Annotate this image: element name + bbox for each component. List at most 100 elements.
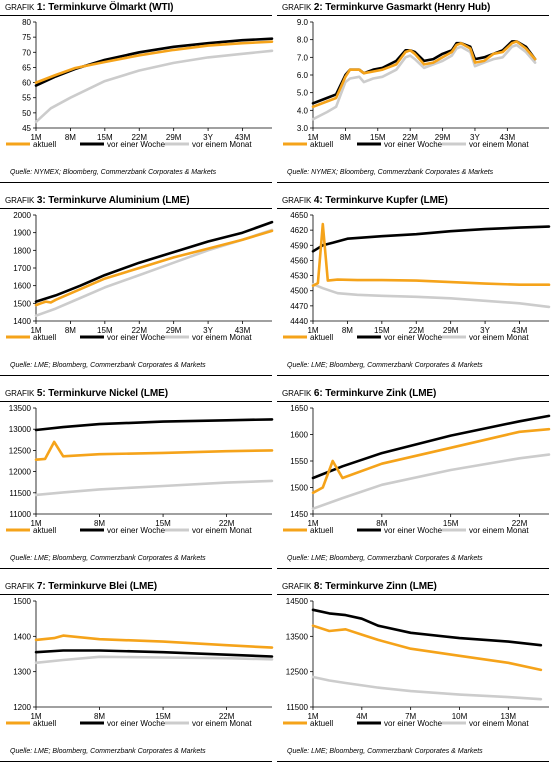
legend-label: vor einem Monat — [469, 333, 529, 342]
chart-name: Terminkurve Blei (LME) — [48, 581, 158, 592]
series-line-1 — [34, 40, 274, 84]
chart-title: GRAFIK 7: Terminkurve Blei (LME) — [5, 581, 157, 592]
y-tick-label: 4560 — [290, 256, 308, 265]
y-tick-label: 1500 — [290, 484, 308, 493]
y-tick-label: 50 — [22, 109, 31, 118]
series-line-2 — [34, 220, 274, 303]
x-tick-label: 1M — [307, 133, 318, 142]
chart-name: Terminkurve Zinn (LME) — [325, 581, 437, 592]
x-tick-label: 15M — [155, 519, 171, 528]
y-tick-label: 1500 — [13, 597, 31, 606]
x-tick-label: 43M — [512, 326, 528, 335]
chart-title: GRAFIK 6: Terminkurve Zink (LME) — [282, 388, 436, 399]
chart-panel-8: GRAFIK 8: Terminkurve Zinn (LME) 11500 12… — [277, 579, 553, 769]
x-tick-label: 22M — [219, 519, 235, 528]
y-tick-label: 1200 — [13, 703, 31, 712]
chart-title: GRAFIK 4: Terminkurve Kupfer (LME) — [282, 195, 448, 206]
x-tick-label: 8M — [342, 326, 353, 335]
x-tick-label: 8M — [376, 519, 387, 528]
source-note: Quelle: LME; Bloomberg, Commerzbank Corp… — [287, 748, 483, 755]
bottom-rule — [277, 375, 549, 376]
chart-number: 2: — [313, 2, 323, 13]
chart-prefix: GRAFIK — [282, 389, 312, 398]
series-line-2 — [34, 649, 274, 658]
chart-panel-4: GRAFIK 4: Terminkurve Kupfer (LME) 4440 4… — [277, 193, 553, 383]
chart-name: Terminkurve Nickel (LME) — [48, 388, 168, 399]
chart-title: GRAFIK 1: Terminkurve Ölmarkt (WTI) — [5, 2, 173, 13]
x-tick-label: 3Y — [470, 133, 480, 142]
y-tick-label: 13000 — [9, 425, 32, 434]
y-tick-label: 70 — [22, 48, 31, 57]
series-line-1 — [34, 440, 274, 461]
y-tick-label: 2000 — [13, 211, 31, 220]
bottom-rule — [277, 568, 549, 569]
bottom-rule — [0, 375, 272, 376]
source-note: Quelle: LME; Bloomberg, Commerzbank Corp… — [10, 362, 206, 369]
x-tick-label: 3Y — [203, 326, 213, 335]
y-tick-label: 4.0 — [297, 106, 309, 115]
x-tick-label: 15M — [370, 133, 386, 142]
title-rule — [277, 15, 549, 16]
x-tick-label: 43M — [235, 133, 251, 142]
y-tick-label: 12500 — [9, 446, 32, 455]
chart-panel-5: GRAFIK 5: Terminkurve Nickel (LME) 11000… — [0, 386, 276, 576]
series-line-3 — [311, 282, 551, 309]
y-tick-label: 8.0 — [297, 36, 309, 45]
y-tick-label: 1550 — [290, 457, 308, 466]
legend-label: aktuell — [310, 333, 333, 342]
series-line-3 — [311, 453, 551, 510]
legend-label: aktuell — [33, 140, 56, 149]
x-tick-label: 8M — [94, 519, 105, 528]
y-tick-label: 1700 — [13, 264, 31, 273]
x-tick-label: 15M — [97, 133, 113, 142]
chart-name: Terminkurve Kupfer (LME) — [325, 195, 448, 206]
line-chart: 1450 1500 1550 1600 1650 1M 8M 15M 22M aktuell vor… — [283, 404, 551, 535]
y-tick-label: 80 — [22, 18, 31, 27]
legend-label: vor einem Monat — [469, 140, 529, 149]
y-tick-label: 1400 — [13, 317, 31, 326]
series-line-3 — [34, 49, 274, 124]
title-rule — [0, 15, 272, 16]
y-tick-label: 1600 — [290, 431, 308, 440]
x-tick-label: 22M — [402, 133, 418, 142]
y-tick-label: 75 — [22, 33, 31, 42]
y-tick-label: 6.0 — [297, 71, 309, 80]
legend-label: aktuell — [33, 526, 56, 535]
chart-title: GRAFIK 2: Terminkurve Gasmarkt (Henry Hu… — [282, 2, 490, 13]
legend-label: vor einer Woche — [384, 526, 443, 535]
series-line-2 — [311, 40, 537, 105]
title-rule — [0, 594, 272, 595]
legend-label: vor einer Woche — [384, 140, 443, 149]
series-line-3 — [311, 43, 537, 121]
chart-panel-7: GRAFIK 7: Terminkurve Blei (LME) 1200 130… — [0, 579, 276, 769]
x-tick-label: 8M — [94, 712, 105, 721]
y-tick-label: 5.0 — [297, 89, 309, 98]
line-chart: 1400 1500 1600 1700 1800 1900 2000 1M 8M 15M 22M 29… — [6, 211, 274, 342]
series-line-2 — [34, 37, 274, 87]
legend-label: vor einem Monat — [192, 526, 252, 535]
series-line-1 — [311, 427, 551, 495]
chart-prefix: GRAFIK — [5, 389, 35, 398]
y-tick-label: 4590 — [290, 241, 308, 250]
x-tick-label: 15M — [374, 326, 390, 335]
chart-prefix: GRAFIK — [282, 582, 312, 591]
x-tick-label: 8M — [65, 133, 76, 142]
y-tick-label: 1450 — [290, 510, 308, 519]
source-note: Quelle: LME; Bloomberg, Commerzbank Corp… — [287, 362, 483, 369]
legend-label: aktuell — [33, 333, 56, 342]
chart-panel-6: GRAFIK 6: Terminkurve Zink (LME) 1450 150… — [277, 386, 553, 576]
series-line-2 — [311, 414, 551, 480]
legend-label: vor einer Woche — [107, 719, 166, 728]
legend-label: vor einer Woche — [107, 526, 166, 535]
y-tick-label: 60 — [22, 79, 31, 88]
chart-number: 5: — [36, 388, 46, 399]
y-tick-label: 45 — [22, 124, 31, 133]
x-tick-label: 7M — [405, 712, 416, 721]
chart-prefix: GRAFIK — [5, 196, 35, 205]
title-rule — [0, 401, 272, 402]
y-tick-label: 9.0 — [297, 18, 309, 27]
legend-label: vor einer Woche — [107, 140, 166, 149]
chart-number: 7: — [36, 581, 46, 592]
x-tick-label: 22M — [512, 519, 528, 528]
x-tick-label: 29M — [443, 326, 459, 335]
